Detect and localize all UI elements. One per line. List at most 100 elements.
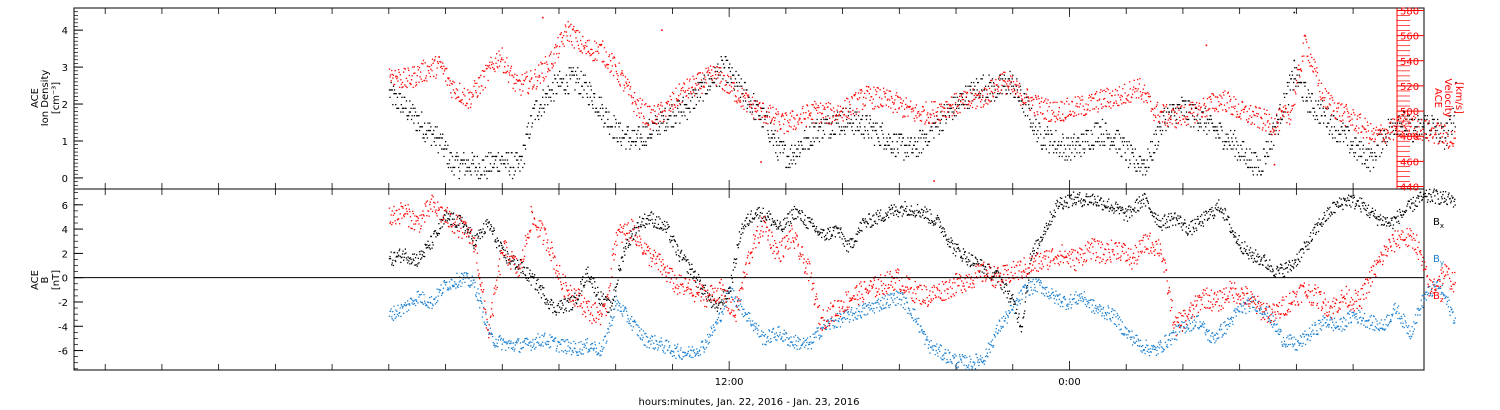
ion-density-point — [1302, 100, 1304, 102]
ion-density-point — [694, 107, 696, 109]
velocity-point — [984, 88, 986, 90]
ion-density-point — [926, 133, 928, 135]
ion-density-point — [966, 107, 969, 109]
ion-density-point — [1149, 155, 1151, 158]
ion-density-point — [813, 141, 815, 143]
velocity-point — [1420, 129, 1422, 131]
velocity-point — [589, 55, 591, 57]
ion-density-point — [991, 78, 994, 80]
velocity-point — [1152, 108, 1154, 111]
ion-density-point — [689, 111, 691, 113]
by-point — [890, 293, 892, 295]
velocity-point — [1196, 120, 1198, 122]
ion-density-point — [504, 159, 506, 161]
ion-density-point — [593, 93, 595, 95]
by-point — [556, 348, 558, 350]
velocity-point — [1234, 107, 1236, 110]
velocity-point — [791, 115, 793, 117]
velocity-point — [1383, 139, 1385, 141]
velocity-point — [516, 74, 518, 76]
by-point — [878, 303, 880, 305]
ion-density-point — [752, 104, 754, 106]
ion-density-point — [618, 122, 620, 124]
velocity-point — [770, 107, 772, 109]
ion-density-point — [1245, 148, 1248, 150]
ion-density-point — [553, 74, 556, 76]
velocity-point — [723, 75, 725, 77]
velocity-point — [1314, 61, 1316, 63]
ion-density-point — [1340, 133, 1342, 135]
velocity-point — [669, 95, 671, 97]
ion-density-point — [1187, 100, 1189, 102]
ion-density-point — [533, 107, 535, 109]
ion-density-point — [1058, 155, 1060, 158]
ion-density-point — [923, 137, 925, 139]
velocity-point — [748, 101, 750, 103]
by-point — [564, 349, 566, 352]
by-point — [463, 272, 465, 274]
velocity-point — [1067, 115, 1069, 117]
ion-density-point — [1010, 81, 1012, 84]
ion-density-point — [1451, 133, 1453, 135]
ion-density-point — [630, 144, 632, 146]
by-point — [691, 349, 693, 352]
ion-density-point — [943, 104, 945, 106]
velocity-point — [443, 70, 446, 72]
ion-density-point — [568, 93, 570, 95]
velocity-point — [1326, 108, 1328, 110]
velocity-point — [781, 114, 783, 116]
ion-density-point — [972, 89, 974, 91]
by-point — [545, 344, 548, 346]
velocity-point — [725, 80, 727, 82]
by-point — [508, 340, 510, 342]
ion-density-point — [1234, 155, 1236, 158]
by-point — [865, 305, 868, 307]
ion-density-point — [939, 122, 941, 124]
by-point — [678, 355, 680, 357]
by-point — [483, 306, 485, 309]
ion-density-point — [721, 59, 724, 61]
velocity-point — [1268, 126, 1270, 128]
by-point — [922, 330, 924, 333]
by-point — [573, 340, 575, 343]
by-point — [839, 326, 842, 328]
velocity-point — [506, 57, 508, 59]
velocity-point — [677, 99, 679, 101]
velocity-point — [1024, 97, 1026, 99]
ion-density-point — [1057, 144, 1059, 146]
ion-density-point — [961, 96, 963, 98]
ion-density-point — [900, 144, 902, 146]
velocity-point — [1104, 105, 1106, 107]
by-point — [456, 285, 459, 287]
velocity-point — [1086, 109, 1088, 111]
velocity-point — [489, 67, 492, 69]
by-point — [405, 304, 408, 306]
velocity-point — [581, 52, 583, 54]
by-point — [636, 324, 638, 326]
by-point — [466, 273, 468, 275]
velocity-point — [584, 45, 586, 47]
ion-density-point — [1116, 152, 1118, 154]
velocity-point — [637, 107, 639, 110]
ion-density-point — [441, 137, 443, 139]
by-point — [731, 296, 733, 298]
ion-density-point — [1298, 74, 1300, 76]
velocity-point — [389, 74, 392, 76]
ion-density-point — [513, 174, 515, 176]
velocity-point — [585, 42, 587, 44]
ion-density-point — [683, 111, 685, 113]
ion-density-point — [996, 93, 999, 95]
velocity-point — [1414, 117, 1417, 119]
velocity-point — [926, 119, 928, 121]
by-point — [916, 318, 918, 320]
velocity-point — [434, 59, 436, 61]
velocity-point — [1289, 111, 1291, 113]
velocity-point — [825, 103, 827, 105]
velocity-point — [1350, 113, 1353, 115]
ion-density-point — [1011, 78, 1013, 80]
ion-density-point — [458, 177, 460, 180]
velocity-point — [853, 95, 856, 97]
ion-density-point — [872, 122, 874, 124]
by-point — [779, 331, 781, 334]
velocity-point — [439, 66, 442, 68]
